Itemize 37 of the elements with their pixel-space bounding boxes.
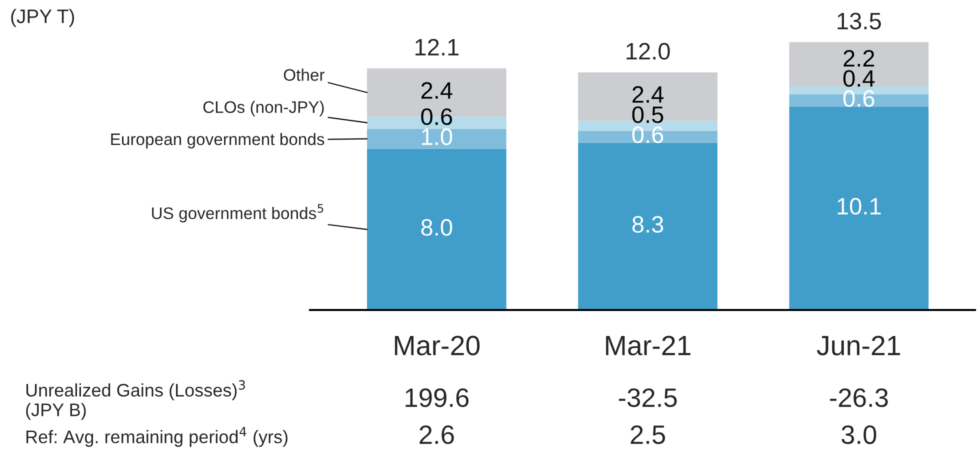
data-label: 0.5 xyxy=(632,106,664,124)
x-tick-label: Mar-20 xyxy=(394,336,480,356)
data-label: 0.6 xyxy=(843,90,874,107)
text: -26.3 xyxy=(830,388,888,408)
text: 3.0 xyxy=(842,425,876,444)
data-label: 0.4 xyxy=(843,70,875,87)
bar xyxy=(578,72,718,121)
text: Unrealized Gains (Losses)$^{3}$ (JPY B) xyxy=(26,380,245,420)
text: Other xyxy=(284,68,325,81)
text: (JPY T) xyxy=(11,8,74,28)
data-label: 0.6 xyxy=(421,108,452,126)
bar xyxy=(578,142,718,310)
bar xyxy=(789,106,929,310)
data-label: 10.1 xyxy=(838,198,881,215)
x-tick-label: Mar-21 xyxy=(606,336,690,356)
text: Ref: Avg. remaining period$^{4}$ (yrs) xyxy=(26,426,288,447)
text: European government bonds xyxy=(111,132,324,148)
total-label: 13.5 xyxy=(838,12,881,30)
total-label: 12.1 xyxy=(415,38,458,56)
bar xyxy=(367,148,506,310)
text: 2.5 xyxy=(630,425,666,444)
total-label: 12.0 xyxy=(626,42,670,60)
bar xyxy=(367,128,506,149)
data-label: 1.0 xyxy=(422,128,452,146)
text: -32.5 xyxy=(618,388,677,408)
data-label: 8.0 xyxy=(421,219,452,236)
data-label: 2.4 xyxy=(421,82,452,99)
x-tick-label: Jun-21 xyxy=(816,336,900,356)
text: CLOs (non-JPY) xyxy=(203,100,324,116)
bar xyxy=(789,42,929,86)
text: 199.6 xyxy=(406,388,469,408)
data-label: 2.2 xyxy=(844,50,874,66)
data-label: 0.6 xyxy=(632,126,664,144)
data-label: 2.4 xyxy=(632,86,664,103)
data-label: 8.3 xyxy=(632,216,664,233)
text: 2.6 xyxy=(420,425,454,444)
text: US government bonds$^{5}$ xyxy=(152,204,324,222)
